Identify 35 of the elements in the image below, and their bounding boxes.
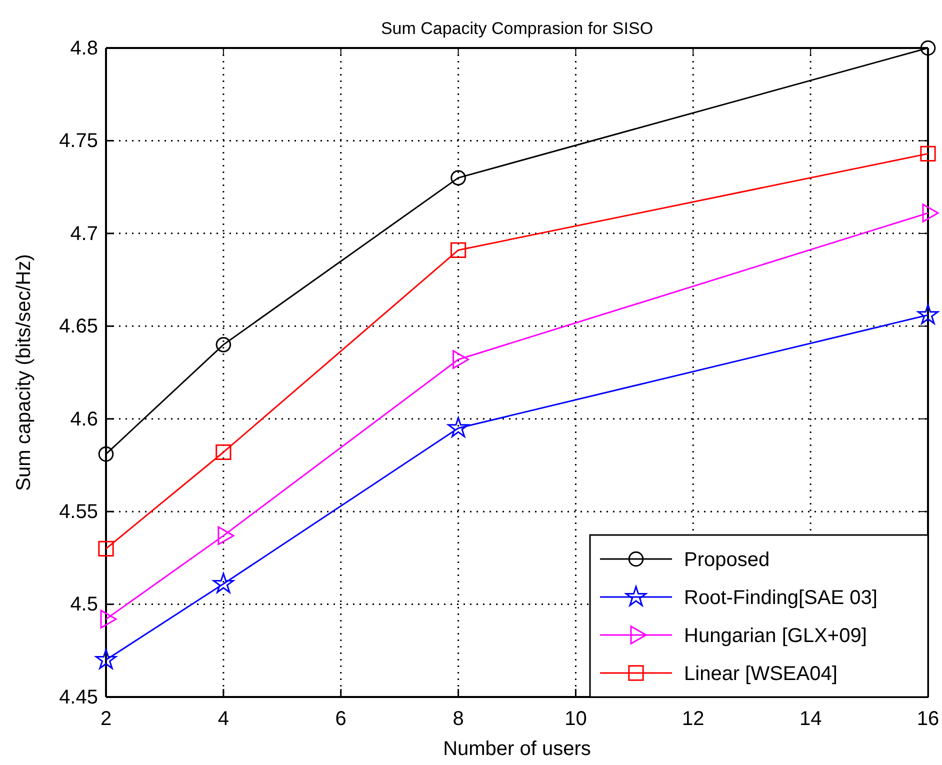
x-tick-label: 6 [335, 708, 346, 730]
y-tick-label: 4.65 [59, 316, 98, 338]
point [98, 540, 114, 556]
y-axis-title: Sum capacity (bits/sec/Hz) [13, 254, 35, 491]
point [212, 572, 234, 594]
point [920, 146, 936, 162]
x-tick-label: 14 [799, 708, 822, 730]
x-tick-label: 12 [682, 708, 704, 730]
y-tick-label: 4.55 [59, 500, 98, 523]
point [448, 417, 469, 438]
point [216, 444, 232, 460]
x-tick-label: 2 [100, 708, 112, 730]
point [917, 304, 939, 324]
x-tick-label: 8 [452, 708, 464, 730]
y-tick-label: 4.75 [59, 130, 98, 152]
y-tick-label: 4.45 [59, 686, 98, 708]
x-tick-label: 10 [564, 708, 587, 730]
y-tick-label: 4.6 [70, 408, 98, 430]
point [920, 40, 936, 56]
point [450, 242, 466, 258]
x-tick-label: 16 [916, 708, 940, 730]
y-tick-label: 4.7 [70, 222, 98, 245]
legend-label: Root-Finding[SAE 03] [684, 587, 878, 609]
x-axis-title: Number of users [443, 738, 591, 760]
legend-label: Proposed [684, 549, 770, 571]
y-tick-label: 4.5 [70, 594, 98, 616]
point [95, 648, 117, 670]
y-tick-label: 4.8 [70, 37, 98, 60]
chart-title: Sum Capacity Comprasion for SISO [380, 19, 654, 38]
point [216, 337, 232, 352]
x-tick-label: 4 [218, 708, 229, 730]
point [450, 170, 466, 186]
point [98, 446, 114, 462]
legend-label: Linear [WSEA04] [684, 663, 838, 685]
legend-label: Hungarian [GLX+09] [684, 625, 867, 647]
